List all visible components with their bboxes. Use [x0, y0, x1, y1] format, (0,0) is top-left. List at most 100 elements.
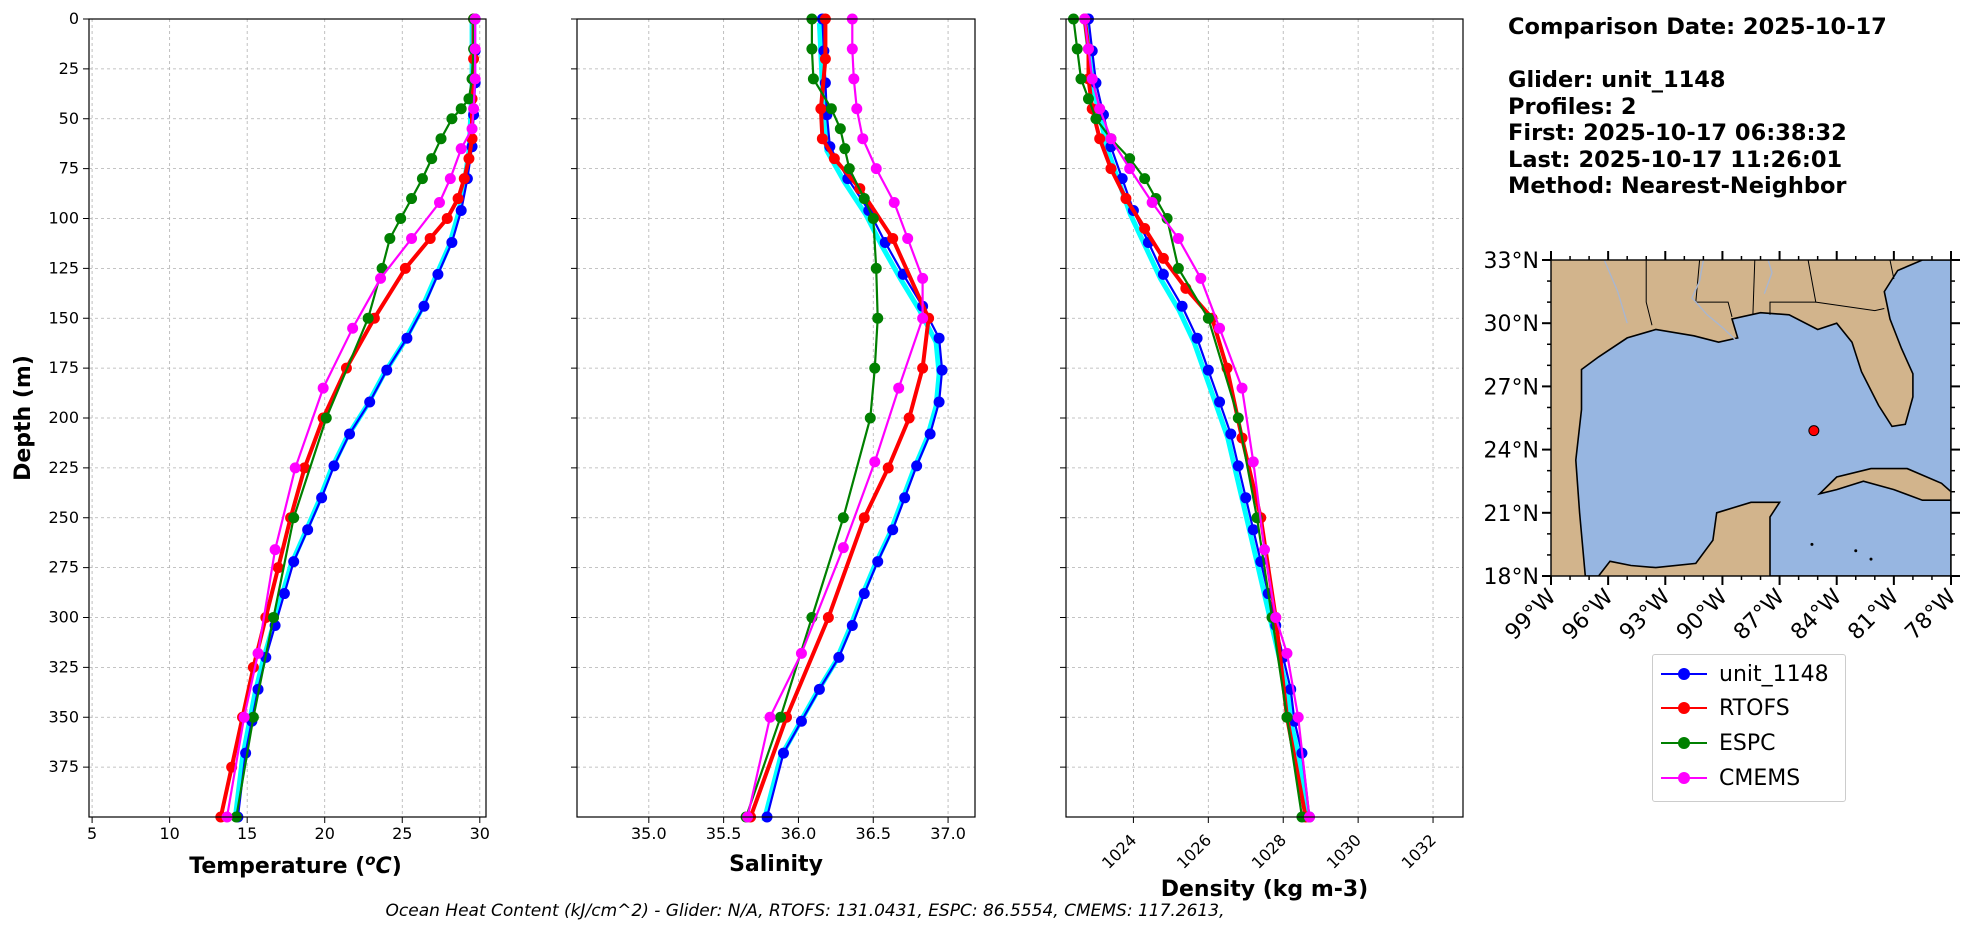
x-tick-label: 37.0	[930, 824, 966, 843]
y-tick-label: 150	[48, 308, 79, 327]
data-point	[375, 272, 387, 284]
ocean-heat-content-footer: Ocean Heat Content (kJ/cm^2) - Glider: N…	[385, 901, 1225, 921]
x-tick-label: 36.0	[781, 824, 817, 843]
x-tick-label: 25	[392, 824, 412, 843]
data-point	[252, 647, 264, 659]
data-point	[857, 133, 869, 145]
data-point	[1124, 153, 1136, 165]
data-point	[839, 143, 851, 155]
cuba	[1816, 467, 1951, 502]
data-point	[1247, 524, 1259, 536]
data-point	[347, 322, 359, 334]
legend-item-espc: ESPC	[1661, 728, 1776, 758]
data-point	[384, 232, 396, 244]
lon-tick-label: 87°W	[1729, 584, 1790, 645]
data-point	[1071, 43, 1083, 55]
data-point	[1082, 93, 1094, 105]
x-tick-label: 30	[470, 824, 490, 843]
x-tick-label: 1024	[1098, 830, 1140, 872]
profile-panel-3: 1024 1026 1028 1030 1032 Density (kg m-3)	[1060, 13, 1464, 902]
state-border	[1695, 260, 1733, 318]
data-point	[444, 173, 456, 185]
legend-marker	[1678, 668, 1690, 680]
x-axis-label: Temperature (oC)	[189, 851, 402, 879]
legend-label: ESPC	[1719, 730, 1776, 756]
data-point	[446, 236, 458, 248]
data-point	[362, 312, 374, 324]
data-point	[455, 103, 467, 115]
state-border	[1889, 260, 1895, 280]
data-point	[1172, 262, 1184, 274]
data-point	[899, 492, 911, 504]
legend-item-unit-1148: unit_1148	[1661, 659, 1829, 689]
series-espc	[740, 13, 884, 823]
data-point	[1202, 364, 1214, 376]
data-point	[1214, 322, 1226, 334]
data-point	[1240, 492, 1252, 504]
lon-tick-label: 84°W	[1786, 584, 1847, 645]
data-point	[1161, 213, 1173, 224]
lon-tick-label: 99°W	[1501, 584, 1562, 645]
y-tick-label: 50	[59, 109, 79, 128]
glider-name: Glider: unit_1148	[1508, 67, 1726, 93]
data-point	[1195, 272, 1207, 284]
data-point	[458, 173, 470, 185]
data-point	[289, 462, 301, 474]
data-point	[870, 163, 882, 175]
data-point	[1236, 382, 1248, 394]
data-point	[1139, 222, 1151, 234]
series-rtofs	[745, 13, 935, 823]
y-tick-label: 300	[48, 608, 79, 627]
data-point	[272, 562, 284, 574]
data-point	[381, 364, 393, 376]
data-point	[1090, 113, 1102, 125]
data-point	[469, 73, 481, 85]
data-point	[917, 362, 929, 374]
y-tick-label: 325	[48, 657, 79, 676]
data-point	[816, 133, 828, 145]
data-point	[455, 143, 467, 155]
y-tick-label: 0	[69, 9, 79, 28]
x-tick-label: 1028	[1248, 830, 1290, 872]
lat-tick-label: 24°N	[1484, 439, 1539, 464]
data-point	[887, 524, 899, 536]
data-point	[406, 193, 418, 205]
lon-tick-label: 81°W	[1843, 584, 1904, 645]
data-point	[837, 512, 849, 524]
legend-label: CMEMS	[1719, 765, 1801, 791]
data-point	[268, 612, 280, 623]
data-point	[446, 113, 458, 125]
y-tick-label: 100	[48, 209, 79, 228]
profile-panel-2: 35.0 35.5 36.0 36.5 37.0 Salinity	[571, 13, 976, 877]
data-point	[869, 456, 881, 468]
legend-label: RTOFS	[1719, 695, 1790, 721]
data-point	[843, 163, 855, 175]
x-tick-label: 1030	[1323, 830, 1365, 872]
x-tick-label: 35.0	[631, 824, 667, 843]
river	[1603, 260, 1628, 324]
data-point	[288, 556, 300, 568]
data-point	[433, 197, 445, 209]
data-point	[1281, 647, 1293, 659]
lat-tick-label: 21°N	[1484, 502, 1539, 527]
data-point	[238, 711, 250, 723]
data-point	[416, 173, 428, 185]
data-point	[825, 103, 837, 115]
data-point	[320, 412, 332, 424]
data-point	[902, 232, 914, 244]
island	[1810, 542, 1814, 546]
data-point	[1259, 544, 1270, 556]
data-point	[1094, 103, 1106, 115]
data-point	[819, 53, 831, 65]
legend-marker	[1678, 737, 1690, 749]
data-point	[1172, 232, 1184, 244]
x-tick-label: 15	[237, 824, 257, 843]
data-point	[1225, 428, 1237, 440]
lon-tick-label: 90°W	[1672, 584, 1733, 645]
lon-tick-label: 78°W	[1901, 584, 1962, 645]
series-line-alt	[232, 23, 475, 822]
y-tick-label: 175	[48, 358, 79, 377]
data-point	[903, 412, 915, 424]
comparison-date: Comparison Date: 2025-10-17	[1508, 14, 1887, 40]
